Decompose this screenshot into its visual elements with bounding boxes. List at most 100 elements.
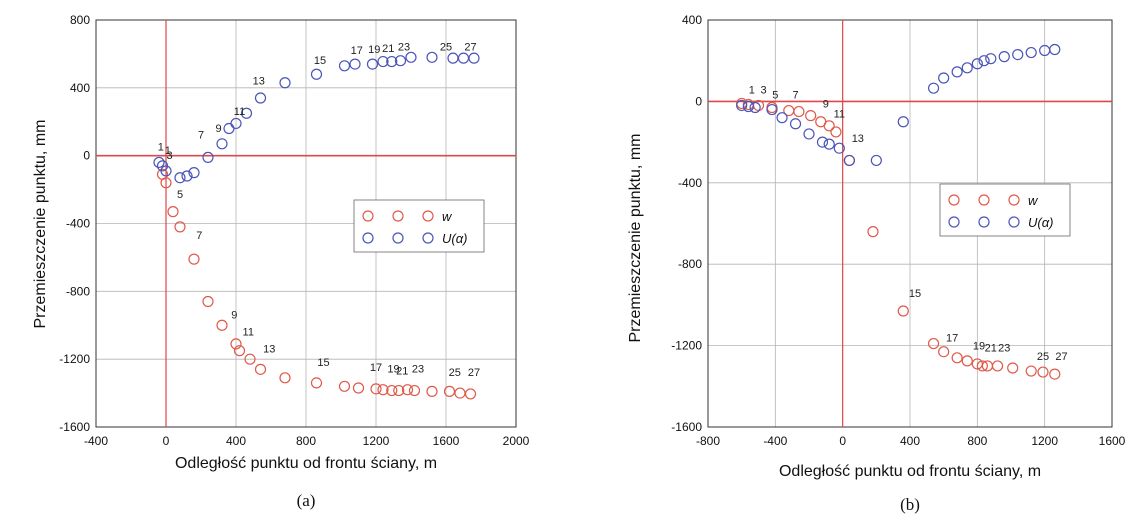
legend-marker-U	[1008, 216, 1020, 228]
legend-marker-U	[392, 232, 404, 244]
point-w	[897, 305, 909, 317]
x-tick-label: -400	[763, 434, 787, 448]
point-number-label: 1	[158, 142, 164, 154]
point-U	[803, 128, 815, 140]
y-tick-label: -800	[66, 284, 90, 298]
point-number-label: 1	[165, 145, 171, 157]
point-number-label: 7	[198, 130, 204, 142]
series-group-b: 5 7 9 11 15 17 19 21 23 25 27 1 3 13	[736, 43, 1068, 380]
point-U	[833, 142, 845, 154]
point-U	[1012, 48, 1024, 61]
point-number-label: 25	[1037, 351, 1049, 363]
plot-frame	[95, 19, 517, 428]
x-tick-label: 1200	[1031, 434, 1058, 448]
point-w	[1025, 365, 1037, 377]
point-number-label: 19	[387, 364, 399, 376]
y-tick-label: -1200	[671, 339, 702, 353]
plot-frame	[707, 19, 1113, 428]
point-U	[202, 151, 214, 163]
legend-marker-U	[978, 216, 990, 228]
point-U	[736, 99, 748, 112]
point-number-label: 21	[396, 365, 408, 377]
point-U	[971, 58, 983, 70]
legend-marker-U	[948, 216, 960, 228]
y-tick-label: 0	[695, 94, 702, 108]
legend-marker-U	[362, 232, 374, 244]
legend-label-w: w	[1028, 193, 1039, 208]
point-U	[870, 154, 882, 167]
point-number-label: 23	[398, 42, 410, 54]
point-U	[153, 156, 165, 169]
x-tick-label: -800	[696, 434, 720, 448]
point-U	[377, 55, 389, 68]
legend-marker-w	[362, 210, 374, 222]
point-w	[823, 120, 835, 132]
point-number-label: 7	[196, 230, 202, 242]
point-U	[174, 172, 186, 184]
point-U	[426, 51, 438, 63]
y-tick-label: -800	[678, 257, 702, 271]
point-w	[927, 337, 940, 350]
x-tick-label: 400	[900, 434, 920, 448]
y-tick-label: 800	[70, 13, 90, 27]
point-w	[216, 319, 228, 331]
point-U	[188, 167, 200, 179]
point-U	[978, 55, 990, 67]
point-w	[464, 388, 477, 400]
point-number-label: 15	[317, 357, 329, 369]
point-number-label: 13	[852, 133, 864, 145]
point-U	[160, 165, 172, 177]
x-tick-label: 0	[839, 434, 846, 448]
point-U	[985, 53, 997, 65]
point-U	[897, 116, 909, 128]
point-U	[998, 51, 1010, 63]
point-number-label: 15	[909, 288, 921, 300]
x-tick-label: 2000	[503, 434, 530, 448]
point-w	[338, 380, 351, 392]
point-U	[961, 62, 973, 74]
x-tick-label: 800	[967, 434, 987, 448]
point-w	[805, 110, 817, 122]
point-w	[1037, 366, 1049, 378]
point-U	[181, 170, 193, 182]
point-U	[349, 58, 361, 70]
point-w	[310, 377, 323, 389]
point-w	[386, 384, 398, 397]
point-number-label: 17	[351, 45, 363, 57]
point-number-label: 25	[449, 367, 461, 379]
point-U	[223, 122, 235, 135]
x-axis-label-b: Odległość punktu od frontu ściany, m	[779, 463, 1041, 480]
y-tick-label: -400	[678, 176, 702, 190]
point-U	[366, 58, 379, 70]
point-w	[454, 387, 466, 399]
point-U	[766, 103, 778, 116]
point-U	[749, 101, 761, 114]
y-tick-label: 0	[83, 149, 90, 163]
point-U	[1049, 43, 1061, 56]
point-number-label: 21	[382, 43, 394, 55]
point-w	[377, 384, 389, 396]
point-number-label: 5	[772, 89, 778, 101]
x-tick-label: 800	[296, 434, 316, 448]
point-U	[843, 154, 856, 167]
point-U	[386, 55, 398, 68]
panel-label-a: (a)	[297, 491, 316, 510]
point-number-label: 9	[823, 99, 829, 111]
point-U	[951, 66, 963, 78]
point-w	[976, 360, 988, 372]
point-U	[457, 52, 470, 64]
legend-label-w: w	[442, 209, 453, 224]
y-tick-label: -1600	[671, 420, 702, 434]
y-tick-label: 400	[682, 13, 702, 27]
x-axis-label-a: Odległość punktu od frontu ściany, m	[175, 455, 437, 472]
point-w	[951, 352, 963, 364]
point-w	[174, 221, 186, 233]
legend-box-b	[939, 183, 1071, 237]
point-w	[202, 295, 214, 308]
legend-marker-w	[392, 210, 404, 222]
point-w	[938, 346, 950, 358]
point-w	[167, 206, 179, 218]
point-number-label: 1	[749, 84, 755, 96]
point-w	[244, 353, 256, 365]
point-U	[240, 107, 253, 119]
